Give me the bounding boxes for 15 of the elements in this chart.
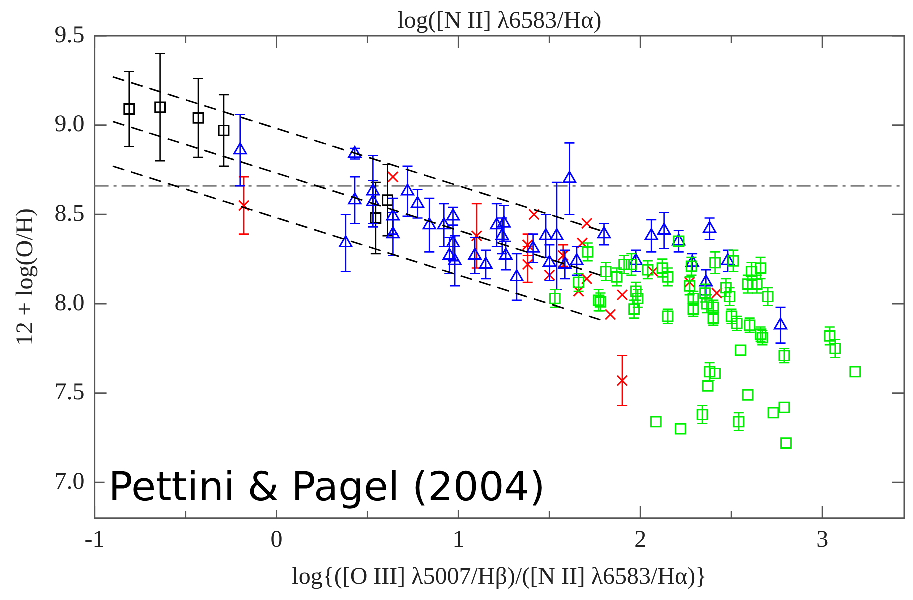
y-tick-label: 7.5	[54, 380, 85, 406]
y-axis-title: 12 + log(O/H)	[12, 208, 39, 346]
x-tick-label: 3	[816, 527, 829, 554]
x-tick-label: -1	[84, 527, 105, 554]
x-axis-title: log{([O III] λ5007/Hβ)/([N II] λ6583/Hα)}	[292, 564, 708, 590]
x-tick-label: 2	[634, 527, 647, 554]
x-tick-label: 1	[452, 527, 465, 554]
y-tick-label: 8.0	[54, 290, 85, 316]
y-tick-label: 7.0	[54, 468, 85, 495]
annotation: Pettini & Pagel (2004)	[108, 464, 546, 510]
y-tick-label: 8.5	[54, 200, 85, 227]
x2-axis-title: log([N II] λ6583/Hα)	[398, 8, 602, 34]
y-tick-label: 9.5	[54, 22, 85, 48]
y-tick-label: 9.0	[54, 112, 85, 138]
x-tick-label: 0	[270, 527, 283, 554]
